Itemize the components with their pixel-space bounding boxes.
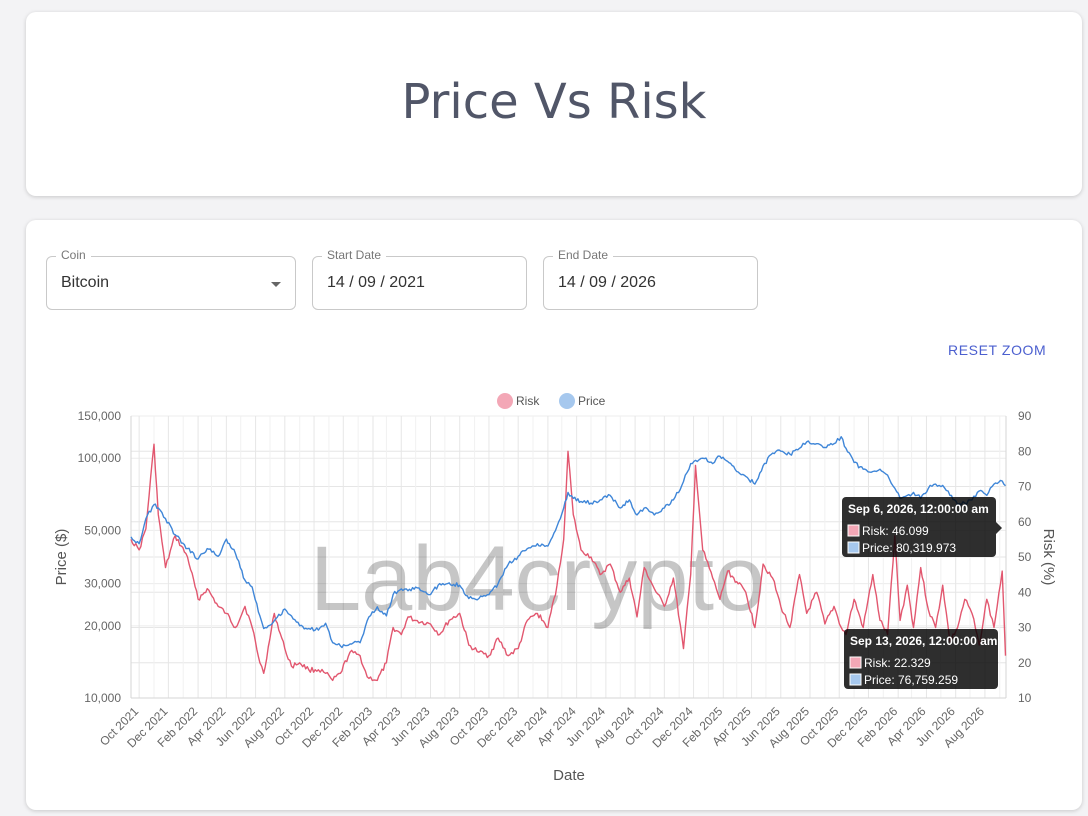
tooltip-risk-swatch [847,524,860,537]
tooltip-box [844,629,998,689]
tooltip-line: Price: 76,759.259 [864,673,958,687]
tooltip-line: Risk: 22.329 [864,656,931,670]
y-right-tick-label: 30 [1018,621,1032,635]
y-right-tick-label: 20 [1018,656,1032,670]
y-right-tick-label: 50 [1018,550,1032,564]
start-date-value[interactable]: 14 / 09 / 2021 [327,274,425,291]
coin-label: Coin [56,248,91,262]
tooltip-box [842,497,996,557]
price-risk-chart[interactable]: Lab4crypto 10203040506070809010,00020,00… [26,220,1082,810]
tooltip-arrow [996,522,1002,534]
y-right-tick-label: 80 [1018,444,1032,458]
tooltip-line: Risk: 46.099 [862,524,929,538]
caret-down-icon[interactable] [271,282,281,287]
y-right-tick-label: 70 [1018,480,1032,494]
legend-risk-label[interactable]: Risk [516,394,540,408]
chart-series [130,436,1007,682]
y-right-axis-title: Risk (%) [1040,529,1057,586]
tooltip: Sep 6, 2026, 12:00:00 am Risk: 46.099 Pric… [842,497,1002,557]
y-right-tick-label: 10 [1018,691,1032,705]
tooltip: Sep 13, 2026, 12:00:00 am Risk: 22.329 Pri… [844,629,998,689]
legend-risk-marker[interactable] [497,393,513,409]
end-date-label: End Date [553,248,614,262]
y-right-tick-label: 40 [1018,585,1032,599]
y-left-tick-label: 100,000 [78,451,122,465]
end-date-field[interactable]: End Date 14 / 09 / 2026 [543,248,758,310]
page-title: Price Vs Risk [401,74,707,130]
legend-price-marker[interactable] [559,393,575,409]
x-axis-title: Date [553,767,585,784]
reset-zoom-button[interactable]: RESET ZOOM [948,342,1047,358]
y-left-tick-label: 50,000 [84,523,121,537]
y-left-tick-label: 150,000 [78,409,122,423]
price-series-line [130,436,1006,649]
start-date-field[interactable]: Start Date 14 / 09 / 2021 [312,248,527,310]
y-left-tick-label: 30,000 [84,577,121,591]
tooltip-price-swatch [847,541,860,554]
legend-price-label[interactable]: Price [578,394,606,408]
tooltip-line: Price: 80,319.973 [862,541,956,555]
end-date-value[interactable]: 14 / 09 / 2026 [558,274,656,291]
chart-tooltips: Sep 6, 2026, 12:00:00 am Risk: 46.099 Pric… [842,497,1002,689]
coin-value: Bitcoin [61,274,110,291]
y-right-tick-label: 90 [1018,409,1032,423]
title-card: Price Vs Risk [26,12,1082,196]
tooltip-risk-swatch [849,656,862,669]
tooltip-title: Sep 13, 2026, 12:00:00 am [850,634,997,648]
y-left-axis-title: Price ($) [53,529,70,586]
risk-series-line [130,443,1007,682]
y-left-tick-label: 20,000 [84,619,121,633]
y-left-tick-label: 10,000 [84,691,121,705]
chart-card: Coin Bitcoin Start Date 14 / 09 / 2021 E… [26,220,1082,810]
y-right-tick-label: 60 [1018,515,1032,529]
coin-select[interactable]: Coin Bitcoin [46,248,296,310]
chart-legend[interactable]: Risk Price [497,393,606,409]
tooltip-price-swatch [849,673,862,686]
tooltip-title: Sep 6, 2026, 12:00:00 am [848,502,989,516]
start-date-label: Start Date [322,248,387,262]
